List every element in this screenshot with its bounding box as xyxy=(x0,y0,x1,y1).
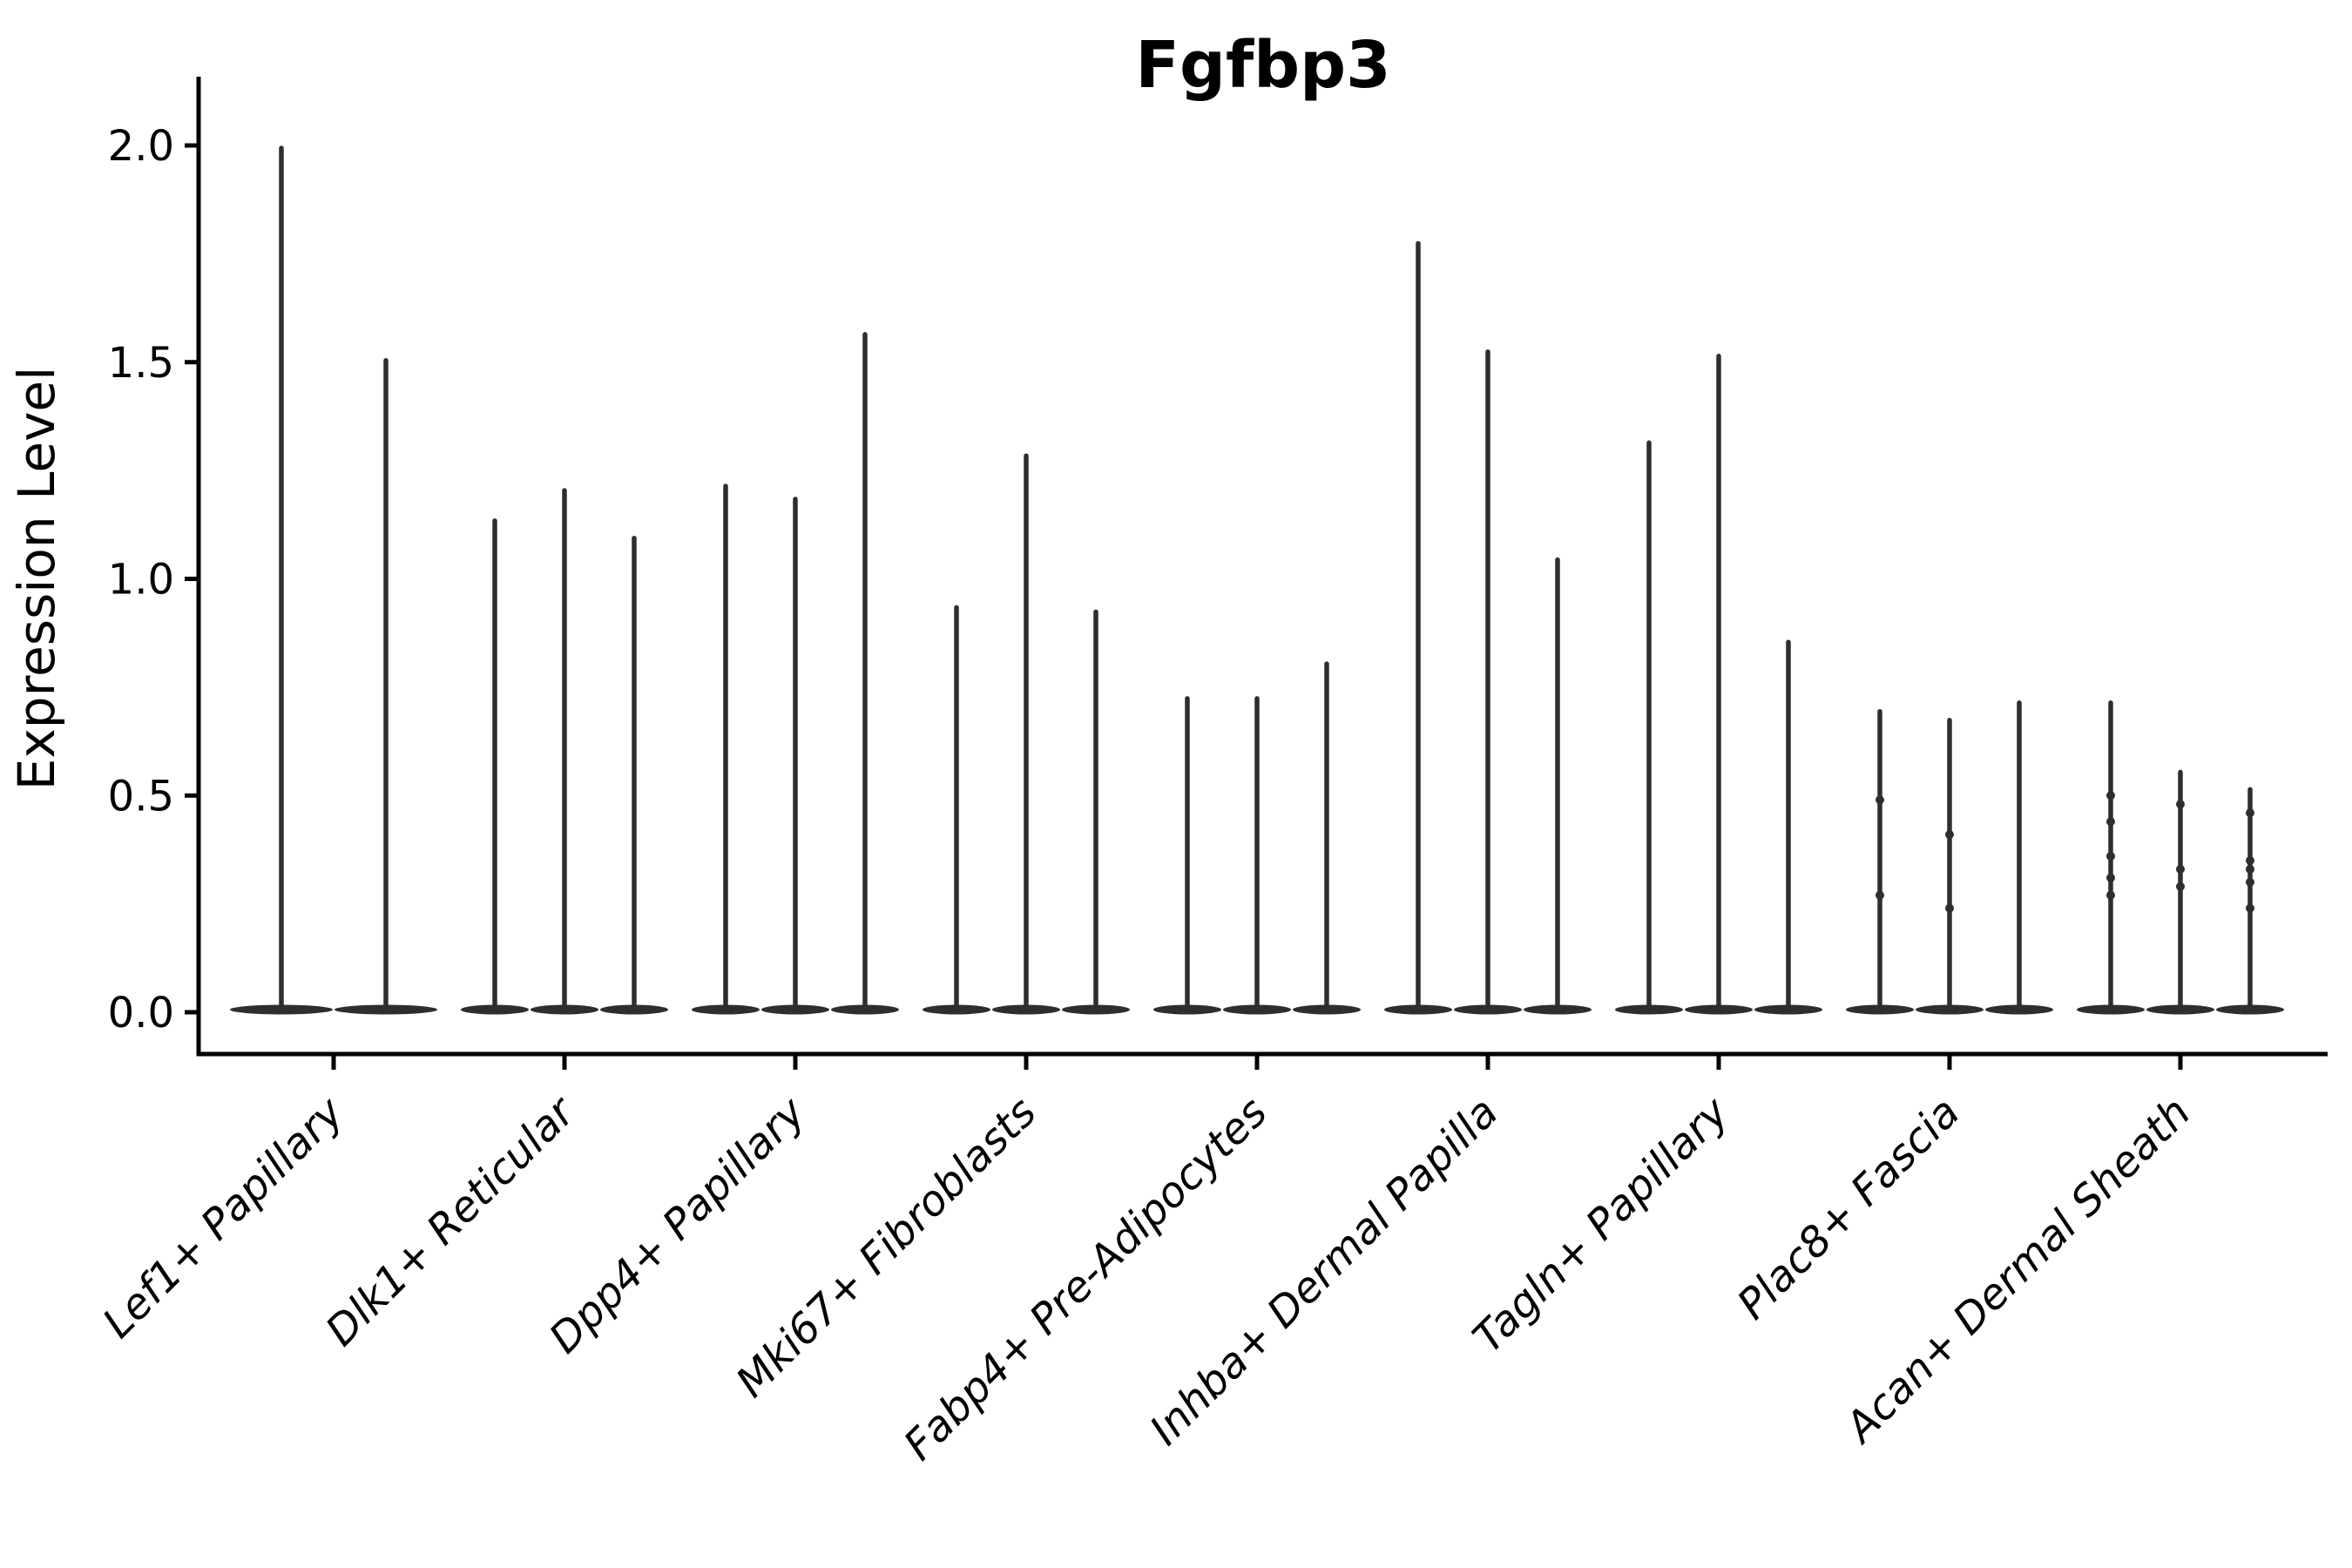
expression-point xyxy=(1876,795,1884,805)
violin xyxy=(335,358,437,1015)
violin xyxy=(1916,717,1984,1015)
expression-point xyxy=(2246,864,2254,874)
violin xyxy=(531,488,598,1015)
violin xyxy=(1454,349,1522,1015)
x-tick-label: Dlk1+ Reticular xyxy=(316,1086,586,1356)
y-tick-label: 1.5 xyxy=(108,339,174,388)
expression-point xyxy=(2106,791,2115,801)
violin xyxy=(1846,709,1914,1015)
violin xyxy=(600,536,668,1015)
violin xyxy=(1985,700,2053,1015)
y-tick-label: 2.0 xyxy=(108,122,174,171)
violin xyxy=(2216,787,2284,1015)
violin xyxy=(1384,240,1452,1015)
violin xyxy=(761,497,829,1015)
chart-title: Fgfbp3 xyxy=(1135,28,1390,103)
violin xyxy=(1615,440,1683,1015)
expression-point xyxy=(1945,830,1954,840)
violin xyxy=(1685,354,1753,1015)
violin xyxy=(992,453,1060,1015)
expression-point xyxy=(2106,873,2115,882)
expression-point xyxy=(2106,890,2115,900)
expression-point xyxy=(2176,864,2185,874)
y-tick-label: 0.0 xyxy=(108,989,174,1037)
x-tick-label: Plac8+ Fascia xyxy=(1728,1088,1970,1329)
expression-point xyxy=(2106,851,2115,861)
violin xyxy=(831,332,899,1015)
x-tick-label: Tagln+ Papillary xyxy=(1463,1087,1739,1362)
axes-layer xyxy=(185,77,2328,1070)
violin xyxy=(1524,557,1592,1015)
violin xyxy=(1754,639,1822,1015)
violin xyxy=(230,145,333,1015)
violin xyxy=(1153,696,1221,1015)
expression-point xyxy=(2176,882,2185,891)
y-axis-label: Expression Level xyxy=(7,367,66,790)
y-tick-label: 0.5 xyxy=(108,772,174,821)
violin xyxy=(692,483,760,1015)
x-tick-label: Dpp4+ Papillary xyxy=(540,1087,815,1362)
expression-point xyxy=(2246,903,2254,913)
expression-point xyxy=(2106,817,2115,827)
expression-point xyxy=(2246,877,2254,887)
violin xyxy=(923,605,990,1015)
violin xyxy=(461,518,529,1015)
expression-point xyxy=(2246,808,2254,818)
expression-point xyxy=(2176,800,2185,809)
expression-point xyxy=(1876,890,1884,900)
expression-point xyxy=(2246,855,2254,865)
violin-layer xyxy=(230,145,2284,1015)
violin xyxy=(1293,661,1361,1015)
y-tick-label: 1.0 xyxy=(108,556,174,605)
expression-point xyxy=(1945,903,1954,913)
x-tick-label: Fabp4+ Pre-Adipocytes xyxy=(895,1088,1277,1470)
violin xyxy=(1223,696,1291,1015)
violin xyxy=(2146,769,2214,1015)
x-tick-label: Lef1+ Papillary xyxy=(93,1087,354,1348)
violin xyxy=(2077,700,2145,1015)
violin xyxy=(1062,609,1130,1015)
